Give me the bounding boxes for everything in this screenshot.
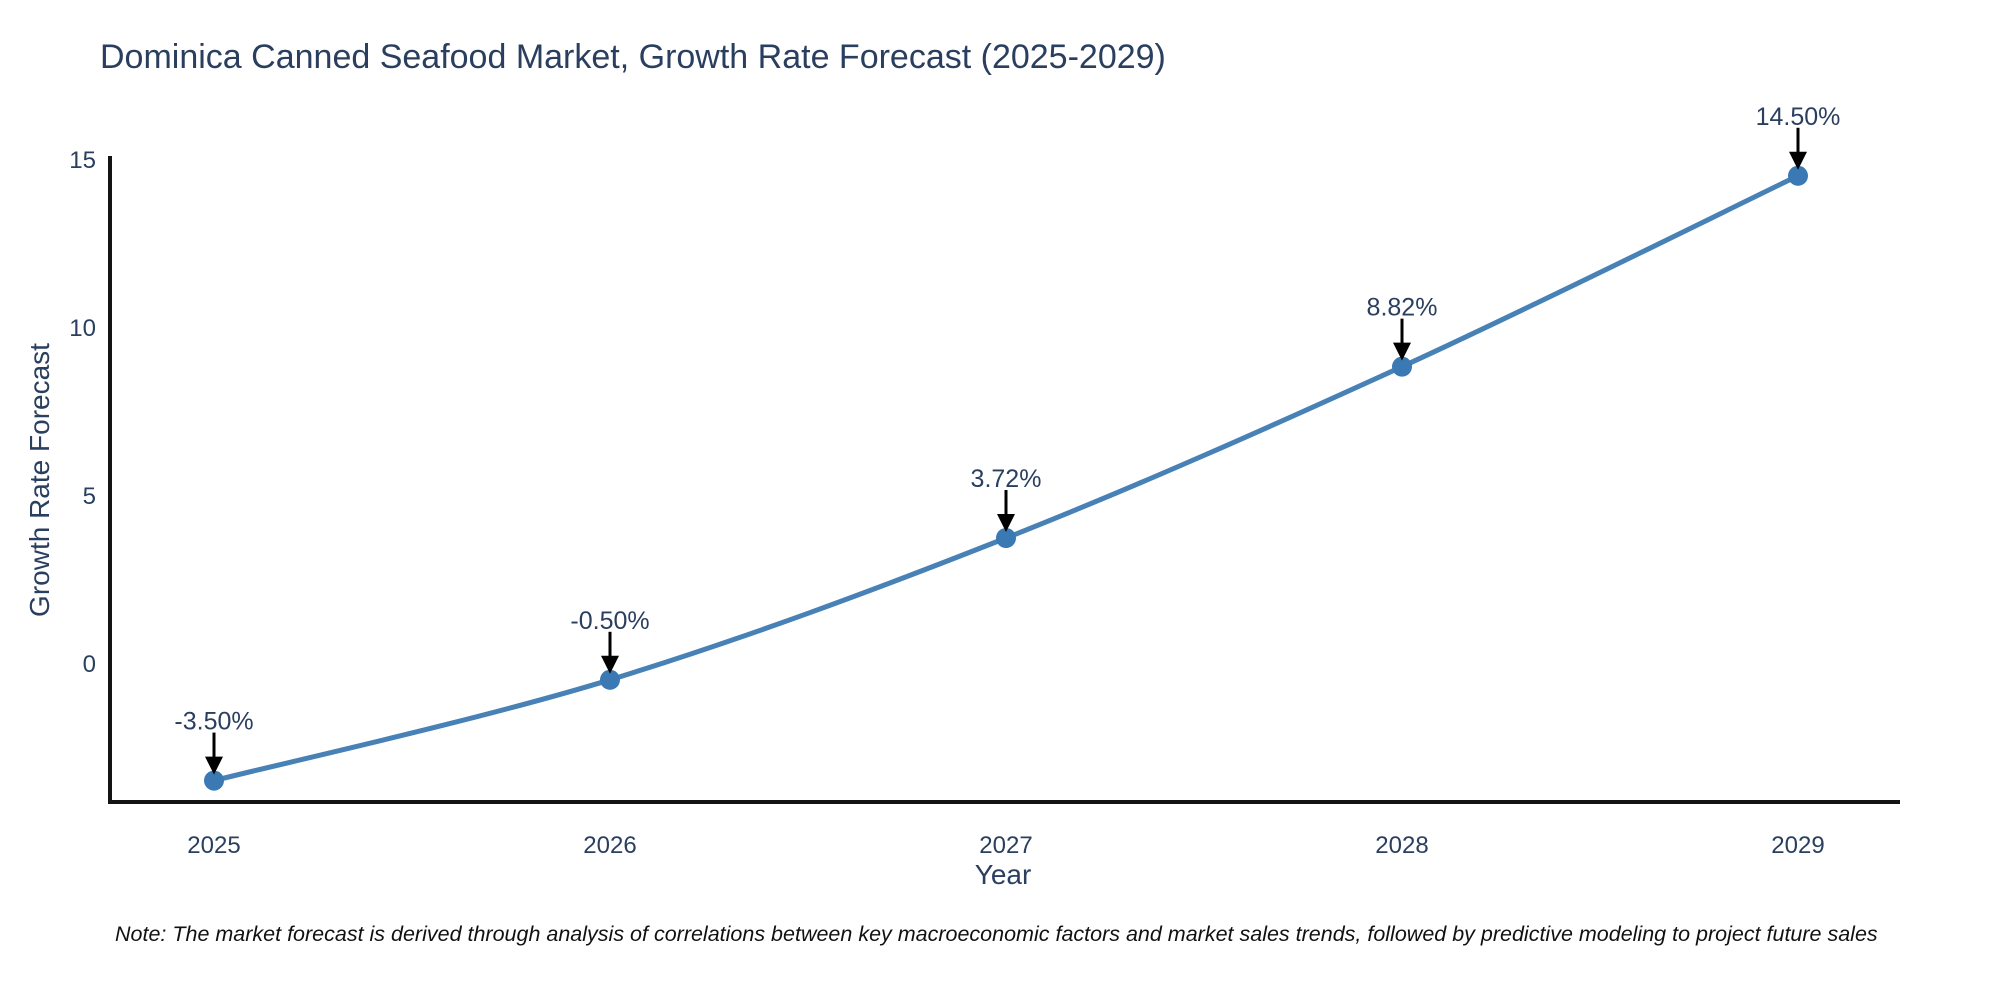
annotation-label: 14.50% xyxy=(1756,103,1841,131)
y-tick-label: 10 xyxy=(69,315,96,342)
data-point[interactable] xyxy=(600,669,620,690)
annotation-label: 3.72% xyxy=(971,465,1042,493)
chart-title: Dominica Canned Seafood Market, Growth R… xyxy=(100,38,1166,76)
annotation-arrow-head xyxy=(1789,151,1807,170)
data-point[interactable] xyxy=(1392,356,1412,377)
x-axis-title: Year xyxy=(974,859,1032,890)
x-tick-label: 2029 xyxy=(1771,832,1824,859)
y-tick-label: 15 xyxy=(69,147,96,174)
data-point[interactable] xyxy=(996,528,1016,549)
data-point[interactable] xyxy=(1788,165,1808,186)
annotation-label: -0.50% xyxy=(570,607,649,635)
data-point[interactable] xyxy=(204,770,224,791)
x-tick-label: 2025 xyxy=(187,832,240,859)
annotation-arrow-head xyxy=(205,756,223,775)
x-tick-label: 2027 xyxy=(979,832,1032,859)
annotation-label: -3.50% xyxy=(174,708,253,736)
x-tick-label: 2026 xyxy=(583,832,636,859)
y-tick-label: 5 xyxy=(83,483,96,510)
annotation-label: 8.82% xyxy=(1367,294,1438,322)
footnote: Note: The market forecast is derived thr… xyxy=(115,922,1878,946)
annotation-arrow-head xyxy=(997,514,1015,533)
x-tick-label: 2028 xyxy=(1375,832,1428,859)
annotation-arrow-head xyxy=(601,655,619,674)
y-tick-label: 0 xyxy=(83,651,96,678)
annotation-arrow-head xyxy=(1393,342,1411,361)
